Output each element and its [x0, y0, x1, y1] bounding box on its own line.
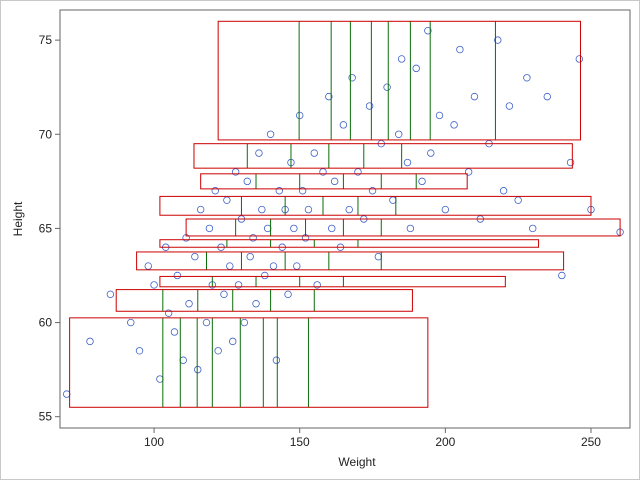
point: [345, 205, 353, 214]
point: [427, 149, 435, 157]
point: [494, 36, 502, 44]
point: [249, 234, 257, 242]
point: [330, 177, 339, 186]
point: [575, 55, 584, 63]
point: [220, 290, 228, 299]
partition-box: [136, 251, 565, 271]
point: [441, 205, 450, 214]
point: [543, 92, 551, 101]
point: [412, 64, 420, 73]
point: [450, 121, 458, 129]
point: [185, 300, 193, 308]
point: [173, 271, 182, 280]
point: [397, 55, 406, 63]
point: [234, 281, 243, 289]
y-tick-label: 55: [39, 410, 53, 424]
point: [470, 92, 479, 101]
partition-box: [159, 275, 506, 288]
point: [298, 187, 307, 195]
point: [558, 271, 566, 280]
point: [403, 158, 412, 167]
point: [261, 271, 269, 280]
point: [266, 130, 275, 138]
point: [164, 309, 173, 317]
partition-box: [200, 173, 468, 190]
point: [252, 300, 260, 308]
point: [406, 224, 415, 233]
point: [240, 318, 249, 327]
point: [529, 224, 537, 233]
point: [296, 111, 304, 120]
point: [395, 130, 403, 138]
point: [566, 158, 575, 167]
partition-box: [159, 195, 592, 216]
point: [211, 187, 219, 195]
point: [284, 290, 292, 299]
point: [424, 27, 432, 35]
point: [304, 205, 313, 214]
point: [328, 224, 336, 233]
point: [170, 328, 179, 336]
point: [246, 252, 254, 261]
point: [135, 347, 144, 355]
point: [194, 365, 202, 374]
x-tick-label: 150: [290, 435, 310, 449]
point: [418, 177, 426, 186]
plot-area: [59, 9, 631, 429]
x-tick-label: 250: [581, 435, 601, 449]
point: [191, 252, 199, 261]
point: [499, 187, 508, 195]
y-tick-label: 60: [39, 316, 53, 330]
point: [505, 102, 514, 110]
y-tick-label: 70: [39, 127, 53, 141]
x-tick-label: 100: [144, 435, 164, 449]
point: [313, 281, 321, 289]
point: [229, 337, 237, 346]
point: [127, 318, 135, 327]
point: [290, 224, 298, 233]
point: [435, 111, 444, 120]
x-tick-label: 200: [435, 435, 455, 449]
point: [214, 347, 222, 355]
point: [205, 224, 214, 233]
point: [456, 45, 464, 54]
y-tick-label: 75: [39, 33, 53, 47]
point: [106, 290, 115, 299]
partition-box: [115, 289, 413, 312]
partition-box: [159, 239, 540, 248]
point: [368, 187, 377, 195]
point: [339, 121, 348, 129]
point: [243, 177, 251, 186]
partition-box: [69, 317, 429, 408]
point: [348, 74, 356, 82]
point: [258, 205, 266, 214]
point: [272, 356, 281, 364]
y-axis-label: Height: [11, 201, 25, 236]
point: [383, 83, 391, 91]
x-axis-label: Weight: [338, 455, 376, 469]
point: [523, 74, 531, 82]
partition-box: [217, 20, 581, 141]
point: [255, 149, 263, 157]
point: [275, 187, 284, 195]
point: [310, 149, 318, 157]
point: [86, 337, 94, 346]
y-tick-label: 65: [39, 221, 53, 235]
point: [196, 205, 205, 214]
partition-box: [185, 218, 621, 237]
point: [365, 102, 374, 110]
point: [202, 318, 211, 327]
point: [150, 281, 158, 289]
partition-box: [193, 143, 573, 169]
point: [325, 92, 333, 101]
